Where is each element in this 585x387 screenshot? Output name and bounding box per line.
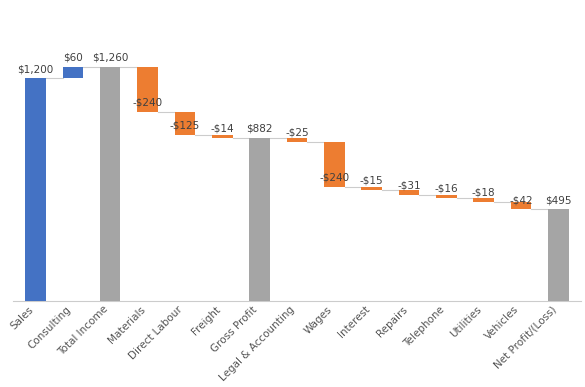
- Text: $60: $60: [63, 53, 82, 63]
- Bar: [399, 190, 419, 195]
- Bar: [511, 202, 531, 209]
- Bar: [212, 135, 232, 138]
- Bar: [436, 195, 457, 199]
- Text: -$16: -$16: [435, 184, 458, 194]
- Text: $1,200: $1,200: [18, 64, 54, 74]
- Bar: [362, 187, 382, 190]
- Text: $495: $495: [545, 195, 572, 205]
- Text: -$240: -$240: [132, 98, 163, 108]
- Text: -$240: -$240: [319, 172, 349, 182]
- Bar: [548, 209, 569, 301]
- Bar: [174, 112, 195, 135]
- Text: -$31: -$31: [397, 181, 421, 191]
- Bar: [25, 79, 46, 301]
- Bar: [473, 199, 494, 202]
- Bar: [100, 67, 121, 301]
- Text: -$42: -$42: [510, 195, 533, 205]
- Text: -$15: -$15: [360, 175, 383, 185]
- Text: $1,260: $1,260: [92, 53, 128, 63]
- Bar: [249, 138, 270, 301]
- Text: -$125: -$125: [170, 121, 200, 131]
- Bar: [287, 138, 307, 142]
- Bar: [63, 67, 83, 79]
- Text: -$25: -$25: [285, 128, 309, 138]
- Bar: [137, 67, 158, 112]
- Text: -$14: -$14: [211, 123, 234, 133]
- Text: -$18: -$18: [472, 187, 495, 197]
- Text: $882: $882: [246, 123, 273, 133]
- Bar: [324, 142, 345, 187]
